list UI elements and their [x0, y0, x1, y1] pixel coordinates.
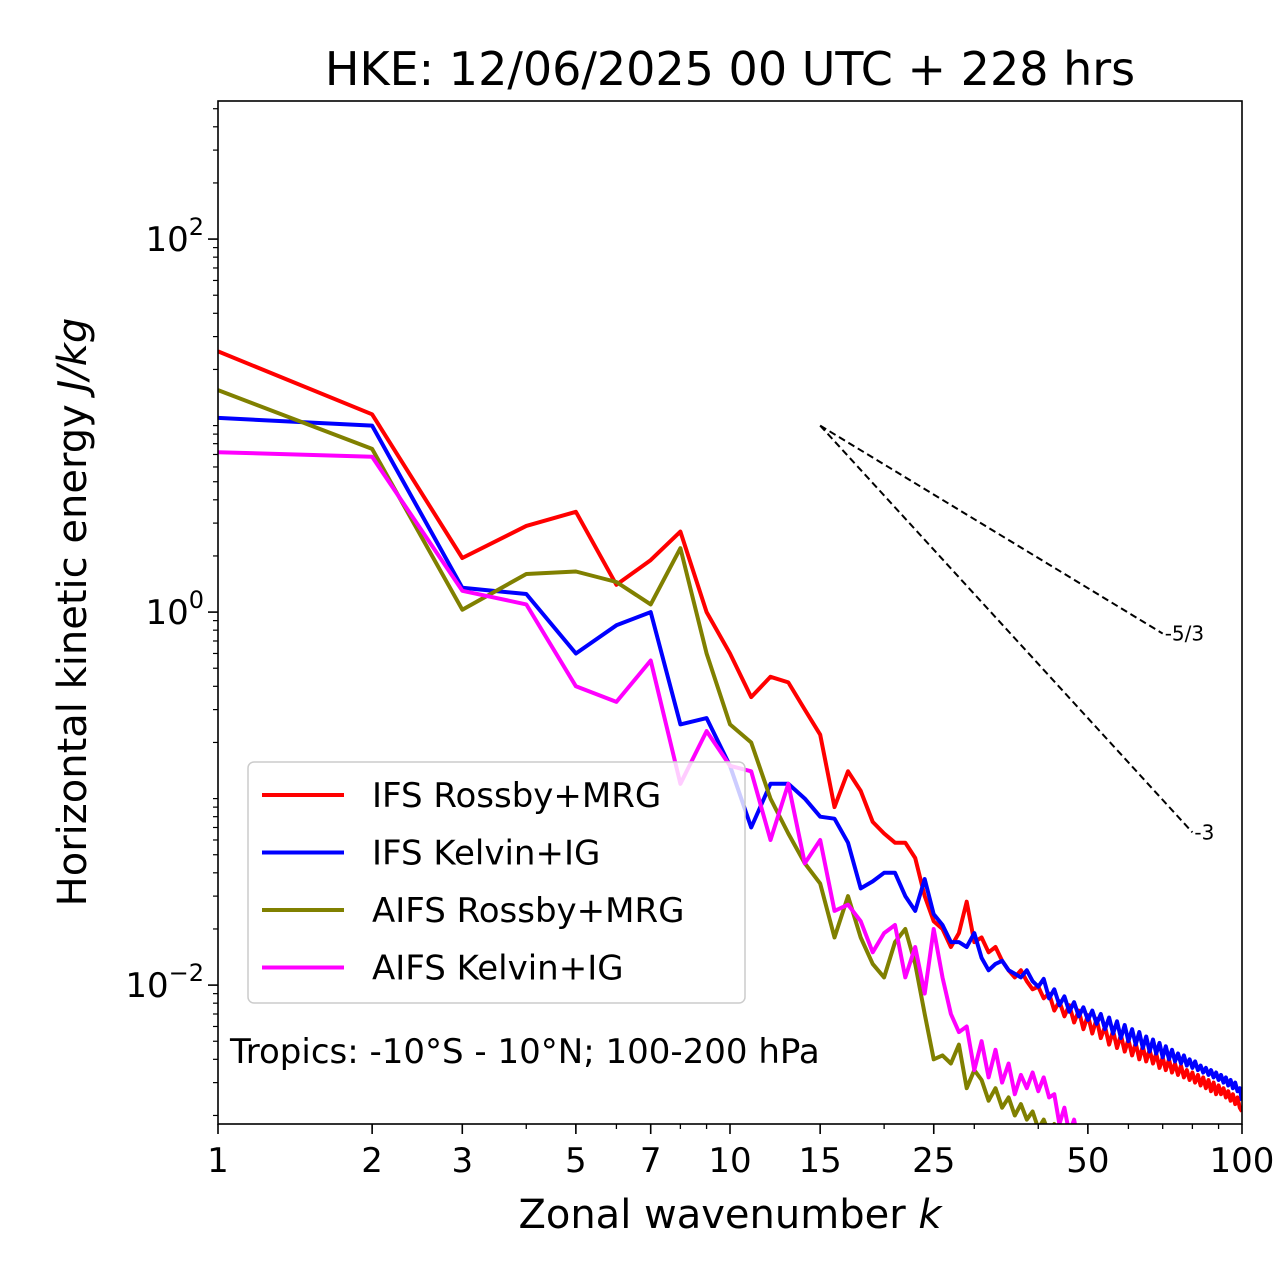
- y-axis-label: Horizontal kinetic energy J/kg: [50, 318, 96, 907]
- reference-line-5-3: [819, 424, 1164, 635]
- region-annotation: Tropics: -10°S - 10°N; 100-200 hPa: [229, 1032, 820, 1072]
- legend-box: [247, 761, 746, 1004]
- y-axis-label-text: Horizontal kinetic energy: [50, 392, 96, 907]
- y-tick-label: 10−2: [125, 959, 204, 1006]
- x-tick-label: 25: [912, 1141, 955, 1181]
- x-tick-label: 15: [799, 1141, 842, 1181]
- legend-items: IFS Rossby+MRG IFS Kelvin+IG AIFS Rossby+M…: [262, 776, 684, 989]
- reference-line-label: -3: [1194, 820, 1214, 844]
- y-tick-label: 102: [145, 213, 204, 260]
- y-tick-label: 100: [145, 586, 204, 633]
- x-axis-label-text: Zonal wavenumber: [518, 1192, 918, 1238]
- series-line-ifs-rossby-mrg: [218, 349, 1242, 1113]
- legend-label-aifs-kelvin-ig: AIFS Kelvin+IG: [372, 949, 624, 989]
- x-tick-label: 5: [565, 1141, 587, 1181]
- x-tick-label: 7: [640, 1141, 662, 1181]
- reference-lines: -5/3 -3: [819, 424, 1214, 844]
- legend-label-ifs-kelvin-ig: IFS Kelvin+IG: [372, 834, 600, 874]
- x-tick-label: 50: [1066, 1141, 1109, 1181]
- x-tick-label: 10: [708, 1141, 751, 1181]
- x-tick-label: 100: [1210, 1141, 1275, 1181]
- x-tick-label: 3: [451, 1141, 473, 1181]
- chart-title: HKE: 12/06/2025 00 UTC + 228 hrs: [325, 42, 1135, 96]
- reference-line-label: -5/3: [1165, 622, 1204, 646]
- x-tick-label: 1: [207, 1141, 229, 1181]
- x-axis-ticks: 1 2 3 5 7 10 15 25 50 100: [207, 1124, 1274, 1181]
- x-tick-label: 2: [361, 1141, 383, 1181]
- reference-line-3: [819, 424, 1194, 834]
- y-axis-ticks: 102 100 10−2: [125, 108, 218, 1117]
- series-line-aifs-rossby-mrg: [218, 388, 1057, 1124]
- legend-label-ifs-rossby-mrg: IFS Rossby+MRG: [372, 776, 661, 816]
- x-axis-label: Zonal wavenumber k: [518, 1192, 943, 1238]
- x-axis-label-variable: k: [918, 1192, 943, 1238]
- legend: IFS Rossby+MRG IFS Kelvin+IG AIFS Rossby+M…: [247, 761, 746, 1004]
- y-axis-label-unit: J/kg: [50, 318, 96, 399]
- series-line-ifs-kelvin-ig: [218, 415, 1242, 1102]
- legend-label-aifs-rossby-mrg: AIFS Rossby+MRG: [372, 891, 684, 931]
